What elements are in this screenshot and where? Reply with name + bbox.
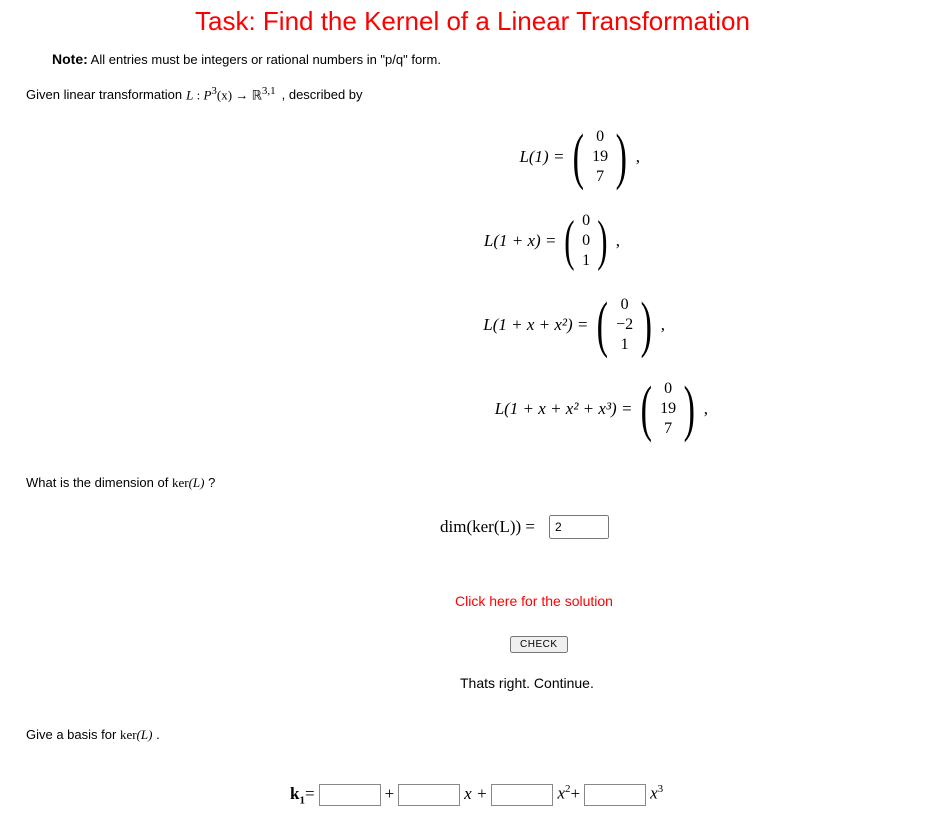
eq3-v0: 0 <box>621 295 629 315</box>
plus-1: + <box>385 784 395 804</box>
eq2-v1: 0 <box>582 231 590 251</box>
given-suffix: , described by <box>282 87 363 102</box>
map-domain-arg: (x) <box>217 87 232 102</box>
eq4-v2: 7 <box>664 419 672 439</box>
eq3-lhs: L(1 + x + x²) = <box>483 315 588 335</box>
equation-3: L(1 + x + x²) = ( 0 −2 1 ) , <box>440 293 937 357</box>
dim-input[interactable] <box>549 515 609 539</box>
eq1-lhs: L(1) = <box>519 147 564 167</box>
note-line: Note: All entries must be integers or ra… <box>0 51 937 67</box>
coef-0-input[interactable] <box>319 784 381 806</box>
eq3-vector: ( 0 −2 1 ) <box>592 293 656 357</box>
solution-link-row: Click here for the solution <box>0 593 937 609</box>
eq3-v1: −2 <box>616 315 633 335</box>
eq1-v1: 19 <box>592 147 608 167</box>
q-dim-suffix: ? <box>208 475 215 490</box>
feedback-text: Thats right. Continue. <box>0 675 937 691</box>
dim-label: dim(ker(L)) = <box>440 517 535 537</box>
equation-1: L(1) = ( 0 19 7 ) , <box>440 125 937 189</box>
equation-4: L(1 + x + x² + x³) = ( 0 19 7 ) , <box>440 377 937 441</box>
eq2-lhs: L(1 + x) = <box>484 231 557 251</box>
check-button[interactable]: CHECK <box>510 636 568 653</box>
eq1-v0: 0 <box>596 127 604 147</box>
equation-2: L(1 + x) = ( 0 0 1 ) , <box>440 209 937 273</box>
question-dim: What is the dimension of ker(L) ? <box>0 475 937 491</box>
q-basis-suffix: . <box>156 727 160 742</box>
given-prefix: Given linear transformation <box>26 87 182 102</box>
eq1-v2: 7 <box>596 167 604 187</box>
map-codomain-base: ℝ <box>252 87 262 102</box>
dim-row: dim(ker(L)) = <box>0 515 937 539</box>
note-text: All entries must be integers or rational… <box>88 52 441 67</box>
eq2-v2: 1 <box>582 251 590 271</box>
eq2-vector: ( 0 0 1 ) <box>560 209 611 273</box>
eq1-vector: ( 0 19 7 ) <box>568 125 631 189</box>
page-title: Task: Find the Kernel of a Linear Transf… <box>0 0 937 37</box>
x2-base: x <box>557 784 565 803</box>
note-label: Note: <box>52 51 88 67</box>
eq4-v1: 19 <box>660 399 676 419</box>
eq4-v0: 0 <box>664 379 672 399</box>
eq2-v0: 0 <box>582 211 590 231</box>
solution-link[interactable]: Click here for the solution <box>455 593 613 609</box>
basis-row: k1 = + x + x2 + x3 <box>0 783 937 806</box>
coef-2-input[interactable] <box>491 784 553 806</box>
given-line: Given linear transformation L : P3(x) → … <box>0 85 937 103</box>
eq4-lhs: L(1 + x + x² + x³) = <box>495 399 633 419</box>
x3-base: x <box>650 784 658 803</box>
map-arrow: → <box>232 87 252 102</box>
q-basis-text: Give a basis for <box>26 727 120 742</box>
eq3-v2: 1 <box>621 335 629 355</box>
ker-label-2: ker <box>120 727 137 742</box>
map-codomain-exp: 3,1 <box>262 85 276 97</box>
x1-label: x + <box>464 784 487 804</box>
k-eq: = <box>305 784 315 804</box>
coef-3-input[interactable] <box>584 784 646 806</box>
ker-label: ker <box>172 475 189 490</box>
eq4-vector: ( 0 19 7 ) <box>636 377 699 441</box>
check-row: CHECK <box>0 635 937 653</box>
ker-of: (L) <box>189 475 205 490</box>
x3-exp: 3 <box>658 783 664 795</box>
coef-1-input[interactable] <box>398 784 460 806</box>
ker-of-2: (L) <box>137 727 153 742</box>
question-basis: Give a basis for ker(L) . <box>0 727 937 743</box>
q-dim-text: What is the dimension of <box>26 475 172 490</box>
plus-3: + <box>570 784 580 804</box>
